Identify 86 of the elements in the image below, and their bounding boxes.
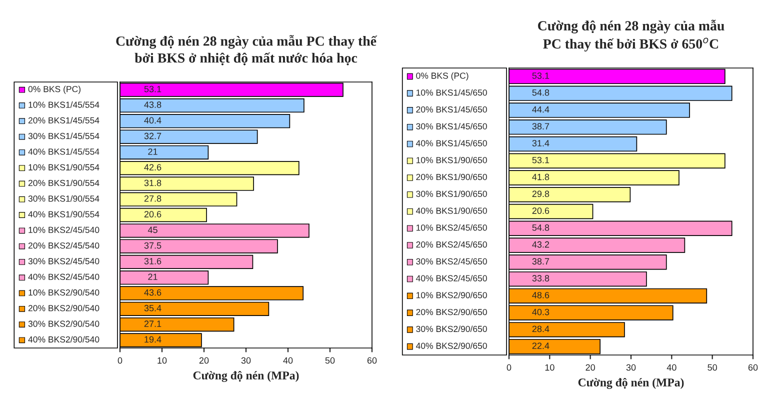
y-tick-label: 40% BKS2/90/650 (416, 342, 487, 349)
y-tick-label: 10% BKS1/90/554 (28, 164, 100, 170)
x-tick-label: 30 (241, 357, 251, 364)
y-tick-label: 40% BKS1/45/554 (28, 148, 100, 155)
y-tick-label: 0% BKS (PC) (416, 72, 468, 81)
y-tick-label: 10% BKS1/90/650 (416, 156, 487, 164)
y-tick-label: 20% BKS2/90/650 (416, 308, 487, 316)
data-label: 41.8 (532, 174, 550, 180)
y-tick-label: 40% BKS2/45/540 (28, 274, 100, 280)
data-label: 31.4 (532, 140, 550, 146)
data-label: 31.8 (144, 180, 162, 186)
y-tick-label: 30% BKS2/45/650 (416, 258, 487, 264)
y-tick-label: 10% BKS2/45/650 (416, 224, 487, 231)
data-label: 45 (148, 226, 158, 234)
data-label: 28.4 (532, 326, 550, 332)
y-tick-label: 30% BKS1/45/554 (28, 132, 100, 140)
data-label: 40.4 (144, 117, 162, 124)
data-label: 20.6 (144, 211, 162, 218)
y-tick-label: 30% BKS1/45/650 (416, 123, 487, 130)
data-label: 53.1 (144, 86, 162, 92)
y-tick-label: 20% BKS2/90/540 (28, 304, 100, 312)
data-label: 38.7 (532, 258, 550, 265)
data-label: 29.8 (532, 190, 550, 198)
x-tick-label: 0 (506, 364, 512, 371)
chart-title: Cường độ nén 28 ngày của mẫu PC thay thế bởi BKS ở nhiệt độ mất nước hóa học (116, 35, 378, 66)
data-label: 31.6 (144, 258, 162, 264)
y-tick-label: 10% BKS2/90/650 (416, 292, 487, 298)
y-tick-label: 20% BKS1/45/554 (28, 117, 100, 124)
data-label: 35.4 (144, 304, 162, 312)
y-tick-label: 40% BKS1/45/650 (416, 140, 487, 146)
data-label: 38.7 (532, 123, 550, 130)
y-tick-label: 30% BKS2/90/650 (416, 326, 487, 332)
x-tick-label: 50 (325, 357, 335, 364)
data-label: 37.5 (144, 242, 162, 249)
data-label: 19.4 (144, 336, 162, 343)
y-tick-label: 0% BKS (PC) (28, 86, 80, 94)
data-label: 33.8 (532, 275, 550, 282)
y-tick-label: 10% BKS2/90/540 (28, 289, 100, 296)
data-label: 54.8 (532, 89, 550, 96)
y-tick-label: 30% BKS2/45/540 (28, 258, 100, 264)
y-tick-label: 40% BKS1/90/650 (416, 207, 487, 214)
y-tick-label: 20% BKS1/90/650 (416, 174, 487, 180)
x-tick-label: 0 (118, 357, 122, 364)
y-tick-label: 20% BKS2/45/650 (416, 241, 487, 248)
y-tick-label: 40% BKS2/45/650 (416, 274, 487, 282)
x-tick-label: 20 (586, 364, 595, 371)
x-tick-label: 30 (626, 364, 636, 371)
y-tick-label: 40% BKS2/90/540 (28, 336, 100, 343)
data-label: 22.4 (532, 342, 550, 349)
x-tick-label: 20 (199, 357, 209, 364)
x-tick-label: 40 (666, 364, 676, 371)
y-tick-label: 10% BKS2/45/540 (28, 226, 100, 233)
data-label: 43.8 (144, 102, 162, 108)
x-tick-label: 60 (748, 364, 758, 371)
data-label: 54.8 (532, 224, 550, 231)
y-tick-label: 20% BKS2/45/540 (28, 242, 100, 249)
data-label: 43.2 (532, 241, 550, 248)
data-label: 48.6 (532, 292, 550, 298)
y-tick-label: 20% BKS1/45/650 (416, 106, 487, 113)
y-tick-label: 30% BKS1/90/650 (416, 190, 487, 197)
y-tick-label: 10% BKS1/45/650 (416, 89, 487, 96)
data-label: 53.1 (532, 156, 550, 164)
x-axis-title: Cường độ nén (MPa) (578, 378, 684, 389)
chart-title: Cường độ nén 28 ngày của mẫu PC thay thế bởi BKS ở 650$^{o}$C (538, 20, 724, 52)
data-label: 44.4 (532, 106, 550, 113)
x-tick-label: 50 (708, 364, 717, 371)
data-label: 43.6 (144, 289, 162, 296)
data-label: 42.6 (144, 164, 162, 170)
data-label: 27.1 (144, 320, 162, 327)
data-label: 21 (148, 148, 158, 155)
x-tick-label: 10 (158, 357, 167, 364)
data-label: 27.8 (144, 195, 162, 202)
y-tick-label: 40% BKS1/90/554 (28, 210, 100, 218)
data-label: 40.3 (532, 308, 550, 316)
y-tick-label: 30% BKS1/90/554 (28, 195, 100, 202)
x-tick-label: 40 (283, 357, 293, 364)
x-axis-title: Cường độ nén (MPa) (193, 371, 299, 382)
data-label: 20.6 (532, 208, 550, 214)
y-tick-label: 10% BKS1/45/554 (28, 101, 100, 108)
data-label: 53.1 (532, 72, 550, 79)
y-tick-label: 30% BKS2/90/540 (28, 320, 100, 327)
x-tick-label: 10 (545, 364, 554, 371)
y-tick-label: 20% BKS1/90/554 (28, 180, 100, 186)
data-label: 32.7 (144, 132, 162, 140)
x-tick-label: 60 (367, 357, 377, 364)
data-label: 21 (148, 274, 158, 280)
